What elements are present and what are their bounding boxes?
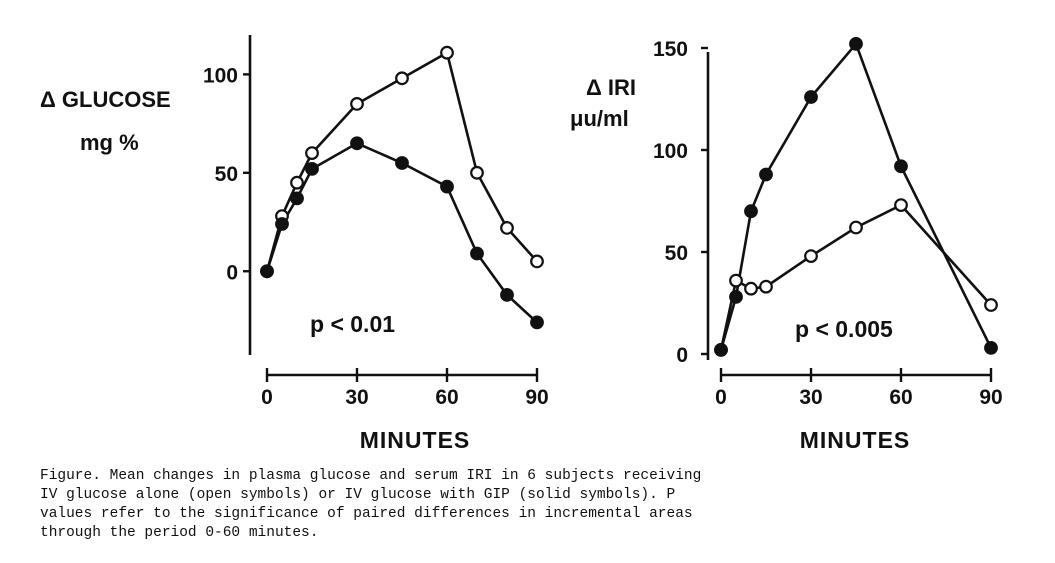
glucose-open-point bbox=[440, 45, 454, 60]
glucose-x-tick-label: 30 bbox=[345, 386, 368, 409]
iri-filled-point bbox=[729, 290, 743, 304]
iri-filled-series-line bbox=[719, 41, 993, 351]
glucose-open-point bbox=[530, 254, 544, 269]
glucose-filled-point bbox=[305, 161, 319, 176]
glucose-filled-series-line bbox=[265, 141, 538, 324]
glucose-x-tick-label: 0 bbox=[261, 386, 273, 409]
figure-caption: Figure. Mean changes in plasma glucose a… bbox=[40, 468, 702, 541]
iri-filled-point bbox=[744, 204, 758, 219]
iri-open-point bbox=[759, 279, 773, 294]
iri-filled-point bbox=[984, 341, 998, 355]
iri-y-tick-label: 150 bbox=[653, 38, 688, 61]
iri-open-point bbox=[849, 220, 863, 235]
glucose-y-tick-label: 0 bbox=[226, 261, 238, 284]
glucose-filled-point bbox=[290, 191, 304, 206]
glucose-open-point bbox=[470, 165, 484, 180]
iri-y-tick-label: 100 bbox=[653, 140, 688, 163]
glucose-p-value: p < 0.01 bbox=[310, 311, 395, 337]
iri-open-point bbox=[729, 273, 743, 288]
glucose-ylabel-line2: mg % bbox=[80, 130, 139, 155]
iri-xlabel: MINUTES bbox=[800, 427, 911, 453]
iri-x-tick-label: 90 bbox=[979, 386, 1002, 409]
glucose-chart: Δ GLUCOSE mg % 0 50 100 0 30 60 90 p < 0.01 M… bbox=[40, 35, 549, 453]
glucose-filled-point bbox=[470, 246, 484, 261]
iri-ylabel-line1: Δ IRI bbox=[586, 75, 636, 100]
iri-ylabel-line2: μu/ml bbox=[570, 106, 629, 131]
iri-filled-point bbox=[714, 343, 728, 357]
iri-filled-point bbox=[759, 167, 773, 182]
glucose-filled-point bbox=[440, 179, 454, 194]
glucose-open-point bbox=[305, 146, 319, 161]
iri-filled-point bbox=[804, 90, 818, 104]
glucose-x-tick-label: 60 bbox=[435, 386, 458, 409]
iri-open-point bbox=[984, 298, 998, 312]
iri-y-tick-label: 0 bbox=[676, 344, 688, 367]
glucose-open-point bbox=[395, 71, 409, 86]
iri-y-tick-label: 50 bbox=[665, 242, 688, 265]
iri-open-point bbox=[744, 281, 758, 296]
glucose-open-point bbox=[290, 175, 304, 190]
glucose-xlabel: MINUTES bbox=[360, 427, 471, 453]
glucose-y-tick-label: 100 bbox=[203, 64, 238, 87]
glucose-x-tick-label: 90 bbox=[525, 386, 548, 409]
glucose-filled-point bbox=[275, 217, 289, 231]
glucose-y-tick-label: 50 bbox=[215, 163, 238, 186]
iri-p-value: p < 0.005 bbox=[795, 316, 893, 342]
iri-filled-point bbox=[849, 37, 863, 51]
iri-open-point bbox=[804, 249, 818, 264]
iri-open-point bbox=[894, 198, 908, 213]
iri-filled-point bbox=[894, 159, 908, 174]
glucose-open-point bbox=[350, 96, 364, 111]
glucose-filled-point bbox=[350, 136, 364, 151]
glucose-filled-point bbox=[530, 315, 544, 330]
glucose-open-point bbox=[500, 220, 514, 235]
glucose-filled-point bbox=[260, 264, 274, 279]
glucose-ylabel-line1: Δ GLUCOSE bbox=[40, 87, 171, 112]
glucose-filled-point bbox=[395, 156, 409, 170]
glucose-open-series-line bbox=[265, 50, 538, 272]
iri-x-tick-label: 30 bbox=[799, 386, 822, 409]
iri-x-tick-label: 60 bbox=[889, 386, 912, 409]
glucose-filled-point bbox=[500, 288, 514, 302]
iri-x-tick-label: 0 bbox=[715, 386, 727, 409]
